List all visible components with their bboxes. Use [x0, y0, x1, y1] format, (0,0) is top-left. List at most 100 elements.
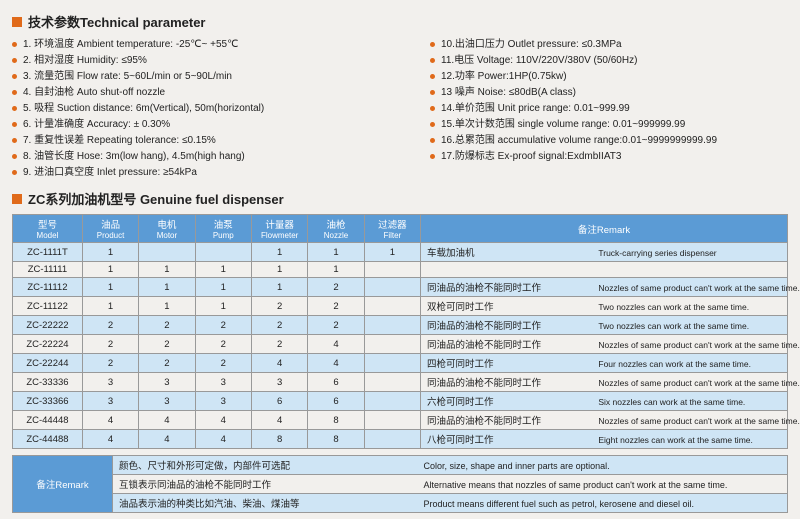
cell-value: [364, 411, 420, 430]
cell-remark: 六枪可同时工作Six nozzles can work at the same …: [421, 392, 788, 411]
bullet-icon: [12, 58, 17, 63]
bullet-icon: [12, 170, 17, 175]
col-header: 过滤器Filter: [364, 215, 420, 243]
cell-value: 1: [195, 262, 251, 278]
cell-value: 1: [364, 243, 420, 262]
cell-model: ZC-11112: [13, 278, 83, 297]
bullet-icon: [430, 138, 435, 143]
cell-value: 1: [82, 278, 138, 297]
cell-model: ZC-33366: [13, 392, 83, 411]
table-row: ZC-2222422224同油品的油枪不能同时工作Nozzles of same…: [13, 335, 788, 354]
cell-value: 3: [195, 392, 251, 411]
params-left-col: 1. 环境温度 Ambient temperature: -25℃~ +55℃2…: [12, 37, 370, 181]
footer-row: 备注Remark颜色、尺寸和外形可定做，内部件可选配Color, size, s…: [13, 456, 788, 475]
param-item: 17.防爆标志 Ex-proof signal:ExdmbIIAT3: [430, 149, 788, 165]
bullet-icon: [430, 122, 435, 127]
cell-model: ZC-44488: [13, 430, 83, 449]
table-row: ZC-1111211112同油品的油枪不能同时工作Nozzles of same…: [13, 278, 788, 297]
cell-value: 2: [82, 354, 138, 373]
param-text: 9. 进油口真空度 Inlet pressure: ≥54kPa: [23, 165, 197, 181]
cell-value: [364, 392, 420, 411]
cell-value: [364, 297, 420, 316]
param-text: 17.防爆标志 Ex-proof signal:ExdmbIIAT3: [441, 149, 621, 165]
cell-value: 4: [308, 335, 364, 354]
cell-value: 1: [82, 243, 138, 262]
cell-value: 3: [251, 373, 307, 392]
bullet-icon: [12, 42, 17, 47]
cell-remark: 双枪可同时工作Two nozzles can work at the same …: [421, 297, 788, 316]
bullet-icon: [12, 154, 17, 159]
bullet-icon: [430, 42, 435, 47]
tech-title-text: 技术参数Technical parameter: [28, 12, 205, 31]
cell-value: 3: [195, 373, 251, 392]
col-header: 电机Motor: [139, 215, 195, 243]
cell-model: ZC-11111: [13, 262, 83, 278]
bullet-icon: [12, 106, 17, 111]
cell-value: [364, 335, 420, 354]
series-title: ZC系列加油机型号 Genuine fuel dispenser: [12, 189, 788, 208]
table-row: ZC-1111111111: [13, 262, 788, 278]
tech-params-title: 技术参数Technical parameter: [12, 12, 788, 31]
cell-value: 6: [308, 392, 364, 411]
cell-model: ZC-33336: [13, 373, 83, 392]
table-row: ZC-3336633366六枪可同时工作Six nozzles can work…: [13, 392, 788, 411]
param-item: 13 噪声 Noise: ≤80dB(A class): [430, 85, 788, 101]
table-row: ZC-1111T1111车载加油机Truck-carrying series d…: [13, 243, 788, 262]
table-body: ZC-1111T1111车载加油机Truck-carrying series d…: [13, 243, 788, 449]
table-row: ZC-4444844448同油品的油枪不能同时工作Nozzles of same…: [13, 411, 788, 430]
cell-value: 6: [251, 392, 307, 411]
param-item: 10.出油口压力 Outlet pressure: ≤0.3MPa: [430, 37, 788, 53]
cell-value: 3: [139, 392, 195, 411]
param-text: 10.出油口压力 Outlet pressure: ≤0.3MPa: [441, 37, 622, 53]
param-text: 11.电压 Voltage: 110V/220V/380V (50/60Hz): [441, 53, 637, 69]
cell-value: 2: [308, 316, 364, 335]
param-text: 1. 环境温度 Ambient temperature: -25℃~ +55℃: [23, 37, 238, 53]
param-text: 3. 流量范围 Flow rate: 5~60L/min or 5~90L/mi…: [23, 69, 232, 85]
cell-value: 4: [195, 411, 251, 430]
cell-value: 2: [139, 354, 195, 373]
cell-value: 1: [82, 262, 138, 278]
footer-cell: 互锁表示同油品的油枪不能同时工作Alternative means that n…: [113, 475, 788, 494]
bullet-icon: [430, 74, 435, 79]
bullet-icon: [12, 74, 17, 79]
param-text: 12.功率 Power:1HP(0.75kw): [441, 69, 567, 85]
cell-remark: 同油品的油枪不能同时工作Two nozzles can work at the …: [421, 316, 788, 335]
param-text: 6. 计量准确度 Accuracy: ± 0.30%: [23, 117, 170, 133]
cell-value: 1: [139, 278, 195, 297]
cell-value: 1: [251, 262, 307, 278]
param-item: 15.单次计数范围 single volume range: 0.01~9999…: [430, 117, 788, 133]
footer-row: 油品表示油的种类比如汽油、柴油、煤油等Product means differe…: [13, 494, 788, 513]
cell-model: ZC-1111T: [13, 243, 83, 262]
table-row: ZC-2222222222同油品的油枪不能同时工作Two nozzles can…: [13, 316, 788, 335]
cell-value: 2: [195, 354, 251, 373]
cell-value: 4: [82, 411, 138, 430]
col-header: 油品Product: [82, 215, 138, 243]
param-item: 4. 自封油枪 Auto shut-off nozzle: [12, 85, 370, 101]
cell-value: 2: [139, 316, 195, 335]
param-text: 15.单次计数范围 single volume range: 0.01~9999…: [441, 117, 685, 133]
cell-value: 1: [251, 243, 307, 262]
cell-value: 2: [82, 335, 138, 354]
cell-value: 1: [308, 243, 364, 262]
param-item: 7. 重复性误差 Repeating tolerance: ≤0.15%: [12, 133, 370, 149]
bullet-icon: [12, 122, 17, 127]
square-icon: [12, 194, 22, 204]
cell-value: 4: [308, 354, 364, 373]
cell-value: 3: [82, 392, 138, 411]
params-right-col: 10.出油口压力 Outlet pressure: ≤0.3MPa11.电压 V…: [430, 37, 788, 181]
footer-cell: 油品表示油的种类比如汽油、柴油、煤油等Product means differe…: [113, 494, 788, 513]
param-text: 14.单价范围 Unit price range: 0.01~999.99: [441, 101, 630, 117]
param-item: 1. 环境温度 Ambient temperature: -25℃~ +55℃: [12, 37, 370, 53]
param-text: 13 噪声 Noise: ≤80dB(A class): [441, 85, 576, 101]
cell-model: ZC-22224: [13, 335, 83, 354]
cell-remark: 同油品的油枪不能同时工作Nozzles of same product can'…: [421, 335, 788, 354]
cell-value: 1: [195, 297, 251, 316]
cell-remark: 同油品的油枪不能同时工作Nozzles of same product can'…: [421, 278, 788, 297]
param-text: 2. 相对湿度 Humidity: ≤95%: [23, 53, 147, 69]
series-title-text: ZC系列加油机型号 Genuine fuel dispenser: [28, 189, 284, 208]
col-header: 备注Remark: [421, 215, 788, 243]
param-item: 3. 流量范围 Flow rate: 5~60L/min or 5~90L/mi…: [12, 69, 370, 85]
footer-body: 备注Remark颜色、尺寸和外形可定做，内部件可选配Color, size, s…: [13, 456, 788, 513]
param-text: 4. 自封油枪 Auto shut-off nozzle: [23, 85, 165, 101]
param-item: 6. 计量准确度 Accuracy: ± 0.30%: [12, 117, 370, 133]
